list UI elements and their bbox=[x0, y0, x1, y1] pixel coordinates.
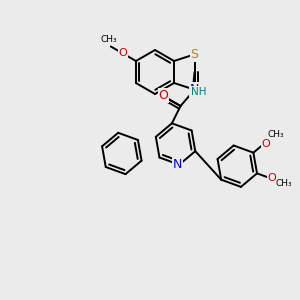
Text: CH₃: CH₃ bbox=[276, 179, 292, 188]
Text: CH₃: CH₃ bbox=[267, 130, 284, 139]
Text: O: O bbox=[118, 49, 127, 58]
Text: N: N bbox=[190, 83, 199, 96]
Text: N: N bbox=[172, 158, 182, 171]
Text: NH: NH bbox=[191, 87, 206, 97]
Text: S: S bbox=[190, 48, 199, 61]
Text: O: O bbox=[159, 88, 169, 101]
Text: CH₃: CH₃ bbox=[101, 35, 117, 44]
Text: O: O bbox=[262, 139, 271, 149]
Text: O: O bbox=[268, 173, 277, 183]
